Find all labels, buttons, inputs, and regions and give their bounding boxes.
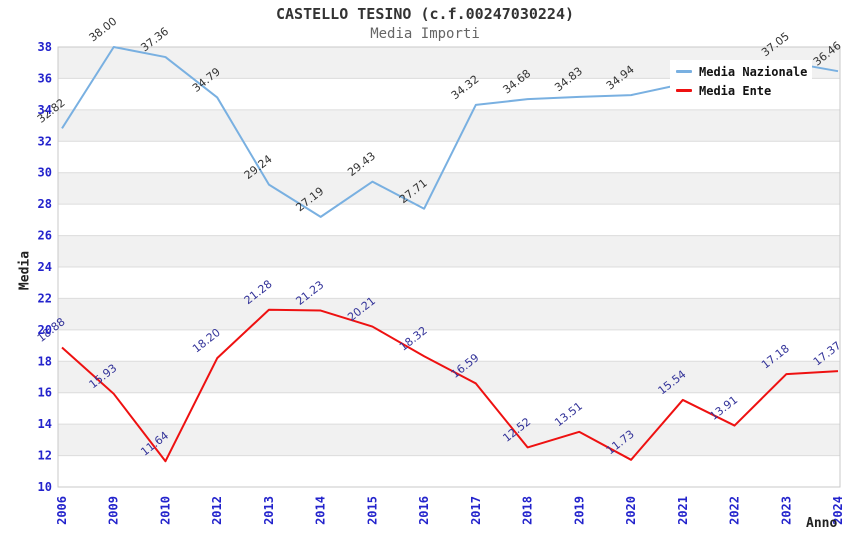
y-tick-label: 20 bbox=[38, 323, 52, 337]
plot-border bbox=[57, 46, 841, 488]
plot-band bbox=[58, 235, 840, 267]
y-tick-label: 14 bbox=[38, 417, 52, 431]
y-tick-label: 30 bbox=[38, 166, 52, 180]
plot-band bbox=[58, 424, 840, 456]
chart-subtitle: Media Importi bbox=[370, 26, 480, 42]
x-axis-title: Anno bbox=[806, 516, 838, 531]
x-tick-label: 2006 bbox=[55, 496, 69, 525]
x-tick-label: 2023 bbox=[779, 496, 793, 525]
chart-title: CASTELLO TESINO (c.f.00247030224) bbox=[275, 5, 574, 23]
legend-label-media-ente: Media Ente bbox=[699, 83, 772, 98]
y-axis-title: Media bbox=[17, 250, 33, 291]
y-tick-label: 38 bbox=[38, 40, 52, 54]
legend-label-media-nazionale: Media Nazionale bbox=[699, 64, 808, 79]
y-tick-label: 24 bbox=[38, 260, 52, 274]
legend-item-media-nazionale: Media Nazionale bbox=[676, 62, 812, 81]
plot-band bbox=[58, 109, 840, 142]
y-tick-label: 32 bbox=[38, 134, 52, 148]
y-tick-label: 18 bbox=[38, 354, 52, 368]
x-tick-label: 2020 bbox=[624, 496, 638, 525]
x-tick-label: 2012 bbox=[210, 496, 224, 525]
y-tick-label: 26 bbox=[38, 229, 52, 243]
x-tick-label: 2024 bbox=[831, 496, 845, 525]
x-tick-label: 2021 bbox=[676, 496, 690, 525]
x-tick-label: 2013 bbox=[262, 496, 276, 525]
x-tick-label: 2014 bbox=[314, 496, 328, 525]
x-tick-label: 2018 bbox=[521, 496, 535, 525]
y-tick-label: 10 bbox=[38, 480, 52, 494]
x-tick-label: 2019 bbox=[572, 496, 586, 525]
plot-band bbox=[58, 361, 840, 393]
y-tick-label: 34 bbox=[38, 103, 52, 117]
x-tick-label: 2015 bbox=[365, 496, 379, 525]
plot-band bbox=[58, 298, 840, 330]
y-tick-label: 22 bbox=[38, 291, 52, 305]
media-nazionale-line-swatch bbox=[676, 70, 692, 73]
x-tick-label: 2009 bbox=[107, 496, 121, 525]
media-ente-line bbox=[61, 308, 839, 463]
y-tick-label: 16 bbox=[38, 386, 52, 400]
x-tick-label: 2010 bbox=[158, 496, 172, 525]
y-tick-label: 28 bbox=[38, 197, 52, 211]
y-tick-label: 36 bbox=[38, 71, 52, 85]
chart-legend: Media Nazionale Media Ente bbox=[670, 60, 812, 102]
media-ente-data-label: 13.91 bbox=[707, 393, 740, 423]
y-tick-label: 12 bbox=[38, 449, 52, 463]
x-tick-label: 2022 bbox=[728, 496, 742, 525]
media-ente-line-swatch bbox=[676, 89, 692, 92]
legend-item-media-ente: Media Ente bbox=[676, 81, 812, 100]
x-tick-label: 2017 bbox=[469, 496, 483, 525]
plot-band bbox=[58, 172, 840, 205]
x-tick-label: 2016 bbox=[417, 496, 431, 525]
